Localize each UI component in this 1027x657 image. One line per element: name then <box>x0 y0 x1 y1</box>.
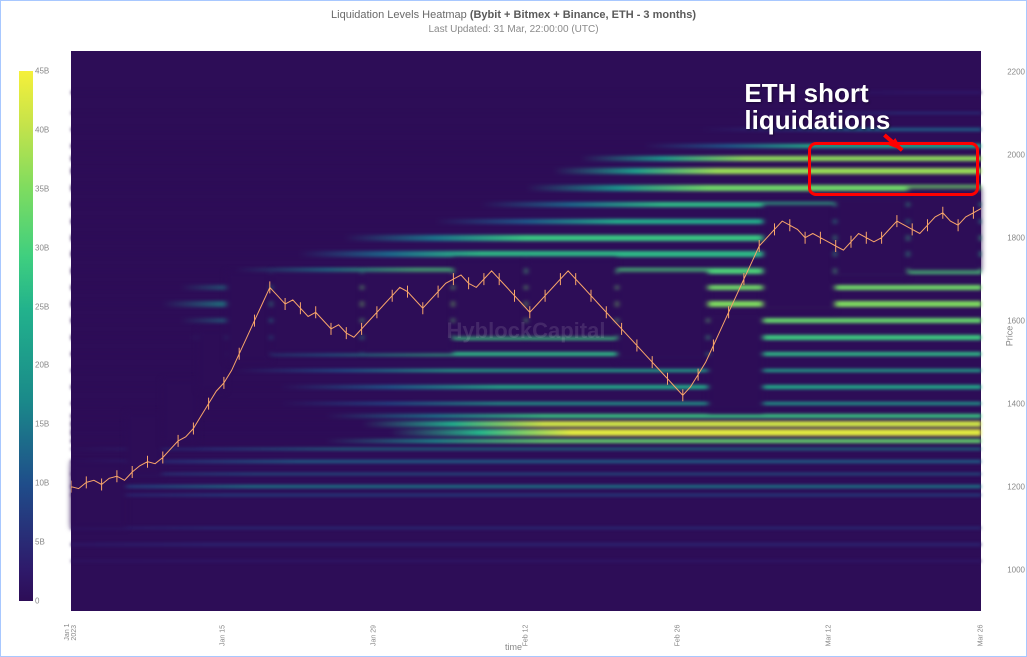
chart-subtitle: Last Updated: 31 Mar, 22:00:00 (UTC) <box>1 21 1026 35</box>
y-tick: 1000 <box>1007 565 1025 574</box>
colorbar-tick: 0 <box>35 597 39 606</box>
x-tick: Mar 12 <box>826 625 833 647</box>
y-axis-label: Price <box>1005 326 1015 347</box>
y-tick: 1200 <box>1007 482 1025 491</box>
annotation-text: ETH shortliquidations <box>744 80 890 135</box>
colorbar <box>19 71 33 601</box>
colorbar-tick: 35B <box>35 184 49 193</box>
x-axis-label: time <box>505 642 522 652</box>
colorbar-tick: 5B <box>35 538 45 547</box>
colorbar-gradient <box>19 71 33 601</box>
colorbar-tick: 40B <box>35 125 49 134</box>
colorbar-tick: 15B <box>35 420 49 429</box>
colorbar-tick: 30B <box>35 243 49 252</box>
y-tick: 1600 <box>1007 316 1025 325</box>
colorbar-tick: 10B <box>35 479 49 488</box>
price-line-svg <box>71 51 981 611</box>
x-tick: Feb 26 <box>674 625 681 647</box>
plot-area: HyblockCapital10001200140016001800200022… <box>71 51 981 611</box>
x-tick: Jan 29 <box>371 625 378 646</box>
chart-title: Liquidation Levels Heatmap (Bybit + Bitm… <box>1 1 1026 21</box>
chart-container: Liquidation Levels Heatmap (Bybit + Bitm… <box>0 0 1027 657</box>
title-bold: (Bybit + Bitmex + Binance, ETH - 3 month… <box>470 9 696 21</box>
y-tick: 2000 <box>1007 150 1025 159</box>
colorbar-tick: 45B <box>35 67 49 76</box>
x-tick: Jan 15 <box>219 625 226 646</box>
colorbar-tick: 20B <box>35 361 49 370</box>
x-tick: Feb 12 <box>523 625 530 647</box>
title-prefix: Liquidation Levels Heatmap <box>331 9 470 21</box>
colorbar-tick: 25B <box>35 302 49 311</box>
y-tick: 2200 <box>1007 67 1025 76</box>
y-tick: 1400 <box>1007 399 1025 408</box>
x-tick: Mar 26 <box>978 625 985 647</box>
x-tick: Jan 1 2023 <box>64 623 78 640</box>
annotation-box <box>808 142 979 196</box>
y-tick: 1800 <box>1007 233 1025 242</box>
